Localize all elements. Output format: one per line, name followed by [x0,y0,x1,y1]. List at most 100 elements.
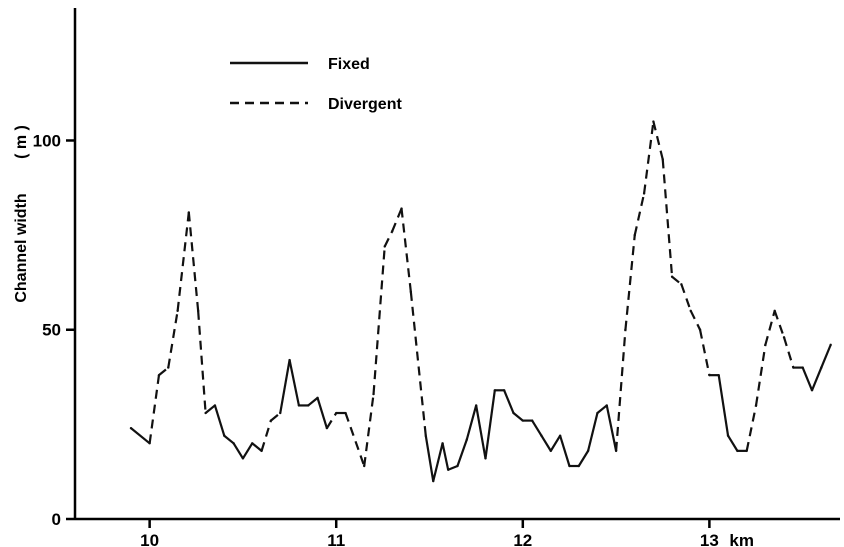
divergent-segment [391,208,403,232]
fixed-segment [432,443,444,482]
fixed-segment [801,367,814,391]
y-tick-label: 100 [33,131,61,150]
divergent-segment [167,310,179,368]
fixed-segment [130,427,151,445]
data-point [801,366,804,369]
data-point [390,230,394,233]
divergent-segment [671,275,683,286]
fixed-segment [512,412,524,422]
data-point [441,442,444,445]
x-tick-label: 11 [327,531,345,547]
data-point [279,411,282,415]
data-point [316,396,319,400]
data-point [717,373,720,377]
fixed-segment [503,389,515,414]
fixed-segment [441,443,450,471]
fixed-segment [279,359,291,414]
data-point [232,442,235,445]
data-point [726,434,730,437]
data-point [773,309,776,313]
data-point [829,343,832,347]
data-point [764,343,767,347]
y-axis-unit: ( m ) [13,125,30,159]
data-point [652,120,655,123]
data-point [176,309,179,313]
divergent-segment [325,412,338,429]
data-point [307,404,310,407]
data-point [196,309,200,313]
data-point [792,366,795,369]
fixed-segment [549,435,562,452]
data-point [409,290,413,294]
data-point [446,468,450,471]
divergent-segment [680,283,692,312]
fixed-segment [559,435,571,467]
data-point [530,419,534,422]
data-point [372,392,375,396]
data-point [614,449,618,453]
data-point [456,464,459,468]
fixed-segment [484,390,496,459]
divergent-segment [176,212,190,311]
data-point [493,389,497,392]
divergent-segment [363,393,375,467]
data-point [820,366,823,369]
divergent-segment [624,235,636,330]
divergent-segment [372,246,386,395]
data-point [624,328,627,331]
fixed-segment [204,404,216,414]
data-series [129,120,832,483]
divergent-segment [773,310,786,338]
divergent-segment [745,405,758,452]
y-tick-label: 50 [42,321,61,340]
divergent-segment [148,375,161,444]
data-point [335,411,338,415]
data-point [129,426,133,430]
data-point [754,404,758,407]
data-point [670,275,674,278]
divergent-segment [698,329,711,376]
data-point [540,434,543,437]
fixed-segment [540,435,552,452]
data-point [810,389,814,392]
y-tick-label: 0 [52,510,61,529]
divergent-segment [764,310,776,346]
axes: 10 11 12 13 km 0 50 100 [33,8,840,547]
data-point [736,449,739,453]
divergent-segment [642,121,655,194]
divergent-segment [197,310,207,414]
fixed-segment [810,367,823,391]
data-point [708,373,711,377]
fixed-segment [316,397,328,429]
data-point [698,328,702,331]
data-point [549,449,552,453]
fixed-segment [223,434,235,445]
data-point [297,404,301,407]
fixed-segment [232,442,244,460]
divergent-segment [260,420,272,452]
data-point [400,207,403,210]
data-point [288,358,291,362]
data-point [432,479,435,483]
divergent-segment [344,412,366,467]
y-axis-title: Channel width [13,193,30,302]
divergent-segment [689,310,702,331]
data-point [223,434,226,437]
data-point [512,411,515,415]
divergent-segment [409,291,427,436]
x-unit-label: km [729,531,754,547]
data-point [157,373,161,377]
data-point [241,457,245,460]
data-point [474,404,478,407]
data-point [213,404,217,407]
fixed-segment [307,397,319,407]
fixed-segment [456,439,468,467]
data-point [269,419,273,422]
data-point [689,309,692,313]
fixed-segment [717,374,730,436]
data-point [661,158,664,161]
data-point [251,442,254,445]
divergent-segment [615,329,627,451]
fixed-segment [587,412,599,452]
